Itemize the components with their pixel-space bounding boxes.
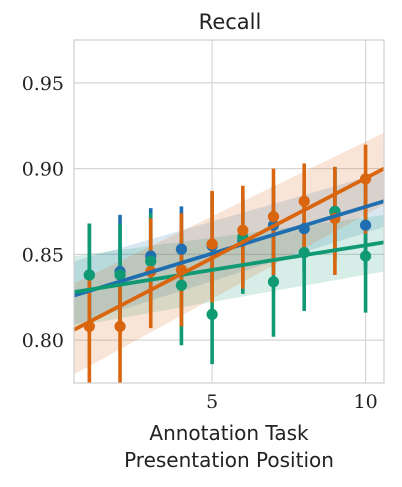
y-tick-label: 0.90 xyxy=(22,159,64,181)
data-point xyxy=(267,276,280,288)
x-axis-label: Annotation Task xyxy=(149,421,309,445)
data-point xyxy=(145,255,157,267)
data-point xyxy=(237,224,249,236)
y-tick-label: 0.80 xyxy=(22,330,64,352)
data-point xyxy=(114,320,126,333)
data-point xyxy=(175,243,188,255)
data-point xyxy=(206,308,218,320)
data-point xyxy=(359,250,372,262)
y-tick-label: 0.95 xyxy=(22,73,64,95)
data-point xyxy=(298,195,310,207)
x-tick-label: 10 xyxy=(353,391,377,413)
data-point xyxy=(206,238,218,250)
x-axis-label: Presentation Position xyxy=(124,448,334,472)
plot-frame xyxy=(73,39,385,384)
data-point xyxy=(114,269,126,281)
y-tick-label: 0.85 xyxy=(22,244,64,266)
data-point xyxy=(83,269,95,281)
data-point xyxy=(175,279,188,291)
x-tick-label: 5 xyxy=(206,391,218,413)
data-point xyxy=(267,211,280,223)
chart-title: Recall xyxy=(199,10,262,34)
trend-line xyxy=(73,166,385,332)
data-point xyxy=(359,219,372,231)
trend-line xyxy=(73,240,385,294)
